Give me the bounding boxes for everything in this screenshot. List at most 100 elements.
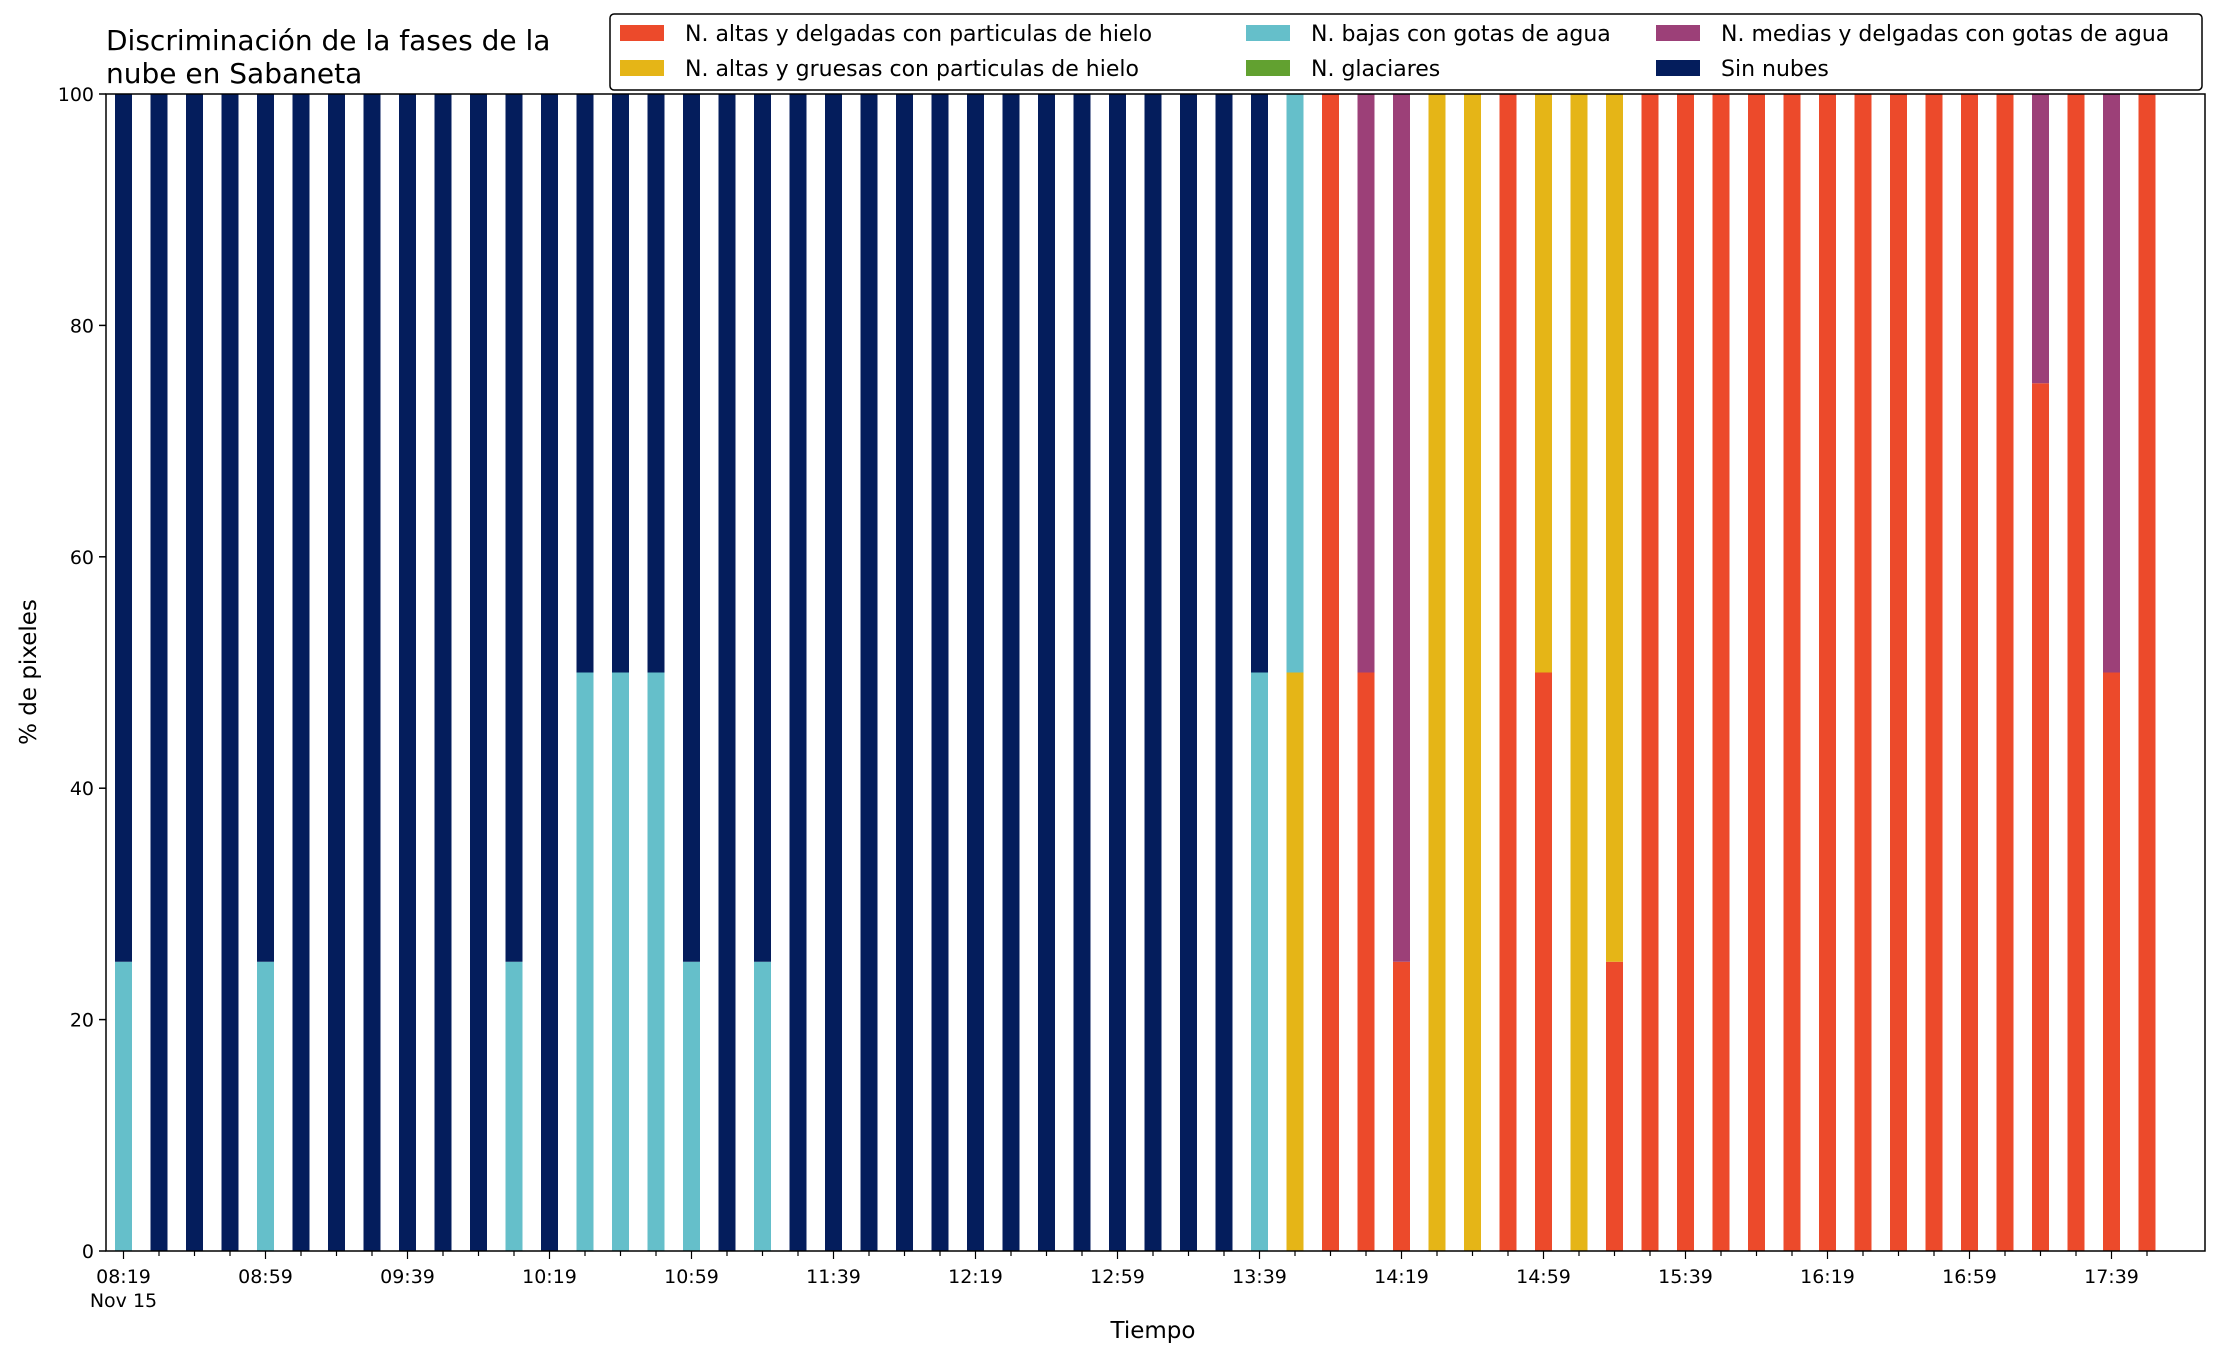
y-tick-label: 100 <box>58 84 94 106</box>
bar-segment-1029-series-5 <box>576 94 594 673</box>
x-tick-label: 12:19 <box>948 1266 1003 1288</box>
bar-segment-1259-series-5 <box>1109 94 1126 1251</box>
bar-segment-1409-series-4 <box>1357 94 1375 673</box>
x-tick-label: 17:39 <box>2084 1266 2139 1288</box>
legend-box <box>609 13 2203 91</box>
bar-segment-0849-series-5 <box>221 94 239 1251</box>
bar-segment-1149-series-5 <box>860 94 878 1251</box>
bar-segment-1239-series-5 <box>1038 94 1055 1251</box>
bar-segment-1209-series-5 <box>931 94 949 1251</box>
bar-segment-1059-series-5 <box>683 94 700 962</box>
x-tick-label: 12:59 <box>1090 1266 1145 1288</box>
legend-swatch <box>1656 25 1700 41</box>
bar-segment-1359-series-0 <box>1322 94 1339 1251</box>
bar-segment-1159-series-5 <box>896 94 913 1251</box>
bar-segment-1319-series-5 <box>1180 94 1197 1251</box>
x-tick-label: 15:39 <box>1658 1266 1713 1288</box>
bar-segment-0839-series-5 <box>186 94 203 1251</box>
bar-segment-1429-series-1 <box>1428 94 1446 1251</box>
legend-swatch <box>1656 60 1700 76</box>
bar-segment-1049-series-2 <box>647 672 665 1251</box>
bar-segment-1639-series-0 <box>1890 94 1907 1251</box>
bar-segment-1419-series-4 <box>1393 94 1410 962</box>
bar-segment-1349-series-1 <box>1286 672 1304 1251</box>
bar-segment-1039-series-2 <box>612 672 629 1251</box>
y-axis-title: % de pixeles <box>16 599 42 745</box>
bar-segment-1709-series-0 <box>1996 94 2014 1251</box>
bar-segment-1739-series-4 <box>2103 94 2120 673</box>
bars-group <box>115 94 2156 1251</box>
bar-segment-1629-series-0 <box>1854 94 1872 1251</box>
y-tick-label: 20 <box>70 1010 94 1032</box>
x-tick-label: 09:39 <box>380 1266 435 1288</box>
bar-segment-1539-series-0 <box>1677 94 1694 1251</box>
bar-segment-1619-series-0 <box>1819 94 1836 1251</box>
bar-segment-0829-series-5 <box>150 94 168 1251</box>
bar-segment-1519-series-0 <box>1606 961 1623 1251</box>
x-tick-label: 14:59 <box>1516 1266 1571 1288</box>
bar-segment-1719-series-0 <box>2032 383 2049 1251</box>
x-tick-label: 08:19 <box>96 1266 151 1288</box>
bar-segment-1129-series-5 <box>789 94 807 1251</box>
bar-segment-1519-series-1 <box>1606 94 1623 962</box>
bar-segment-0949-series-5 <box>434 94 452 1251</box>
bar-segment-1559-series-0 <box>1748 94 1765 1251</box>
bar-segment-1459-series-0 <box>1535 672 1552 1251</box>
bar-segment-1009-series-5 <box>505 94 523 962</box>
bar-segment-0859-series-2 <box>257 961 274 1251</box>
bar-segment-1309-series-5 <box>1144 94 1162 1251</box>
x-tick-label: 16:19 <box>1800 1266 1855 1288</box>
legend-label: N. glaciares <box>1311 57 1440 82</box>
y-axis: 0 20 40 60 80 100 <box>58 84 106 1263</box>
y-tick-label: 0 <box>82 1241 94 1263</box>
bar-segment-0939-series-5 <box>399 94 416 1251</box>
legend-label: Sin nubes <box>1721 57 1829 82</box>
bar-segment-1549-series-0 <box>1712 94 1730 1251</box>
y-tick-label: 80 <box>70 315 94 337</box>
legend-label: N. medias y delgadas con gotas de agua <box>1721 22 2169 47</box>
bar-segment-0919-series-5 <box>328 94 345 1251</box>
bar-segment-1039-series-5 <box>612 94 629 673</box>
legend-label: N. altas y delgadas con particulas de hi… <box>685 22 1152 47</box>
bar-segment-0819-series-2 <box>115 961 132 1251</box>
bar-segment-1409-series-0 <box>1357 672 1375 1251</box>
bar-segment-1049-series-5 <box>647 94 665 673</box>
bar-segment-1529-series-0 <box>1641 94 1659 1251</box>
x-tick-label: 13:39 <box>1232 1266 1287 1288</box>
bar-segment-1139-series-5 <box>825 94 842 1251</box>
bar-segment-1339-series-5 <box>1251 94 1268 673</box>
bar-segment-0819-series-5 <box>115 94 132 962</box>
bar-segment-1749-series-0 <box>2138 94 2156 1251</box>
bar-segment-1349-series-2 <box>1286 94 1304 673</box>
x-axis: 08:19 08:59 09:39 10:19 10:59 11:39 12:19 12:59… <box>90 1251 2148 1312</box>
bar-segment-1109-series-5 <box>718 94 736 1251</box>
bar-segment-1459-series-1 <box>1535 94 1552 673</box>
legend: N. altas y delgadas con particulas de hi… <box>609 13 2203 91</box>
bar-segment-1739-series-0 <box>2103 672 2120 1251</box>
legend-swatch <box>1246 60 1290 76</box>
bar-segment-1339-series-2 <box>1251 672 1268 1251</box>
bar-segment-1119-series-2 <box>754 961 771 1251</box>
x-date-label: Nov 15 <box>90 1290 157 1312</box>
x-tick-label: 16:59 <box>1942 1266 1997 1288</box>
bar-segment-1119-series-5 <box>754 94 771 962</box>
bar-segment-0959-series-5 <box>470 94 487 1251</box>
bar-segment-1019-series-5 <box>541 94 558 1251</box>
legend-label: N. altas y gruesas con particulas de hie… <box>685 57 1139 82</box>
bar-segment-0909-series-5 <box>292 94 310 1251</box>
bar-segment-1719-series-4 <box>2032 94 2049 384</box>
bar-segment-0929-series-5 <box>363 94 381 1251</box>
x-tick-label: 11:39 <box>806 1266 861 1288</box>
bar-segment-1419-series-0 <box>1393 961 1410 1251</box>
chart-title-line-2: nube en Sabaneta <box>106 57 362 90</box>
bar-segment-0859-series-5 <box>257 94 274 962</box>
x-tick-label: 08:59 <box>238 1266 293 1288</box>
legend-label: N. bajas con gotas de agua <box>1311 22 1611 47</box>
bar-segment-1439-series-1 <box>1464 94 1481 1251</box>
y-tick-label: 40 <box>70 778 94 800</box>
legend-swatch <box>1246 25 1290 41</box>
legend-swatch <box>620 60 664 76</box>
plot-frame <box>105 93 2206 1252</box>
chart-title-line-1: Discriminación de la fases de la <box>106 24 550 57</box>
